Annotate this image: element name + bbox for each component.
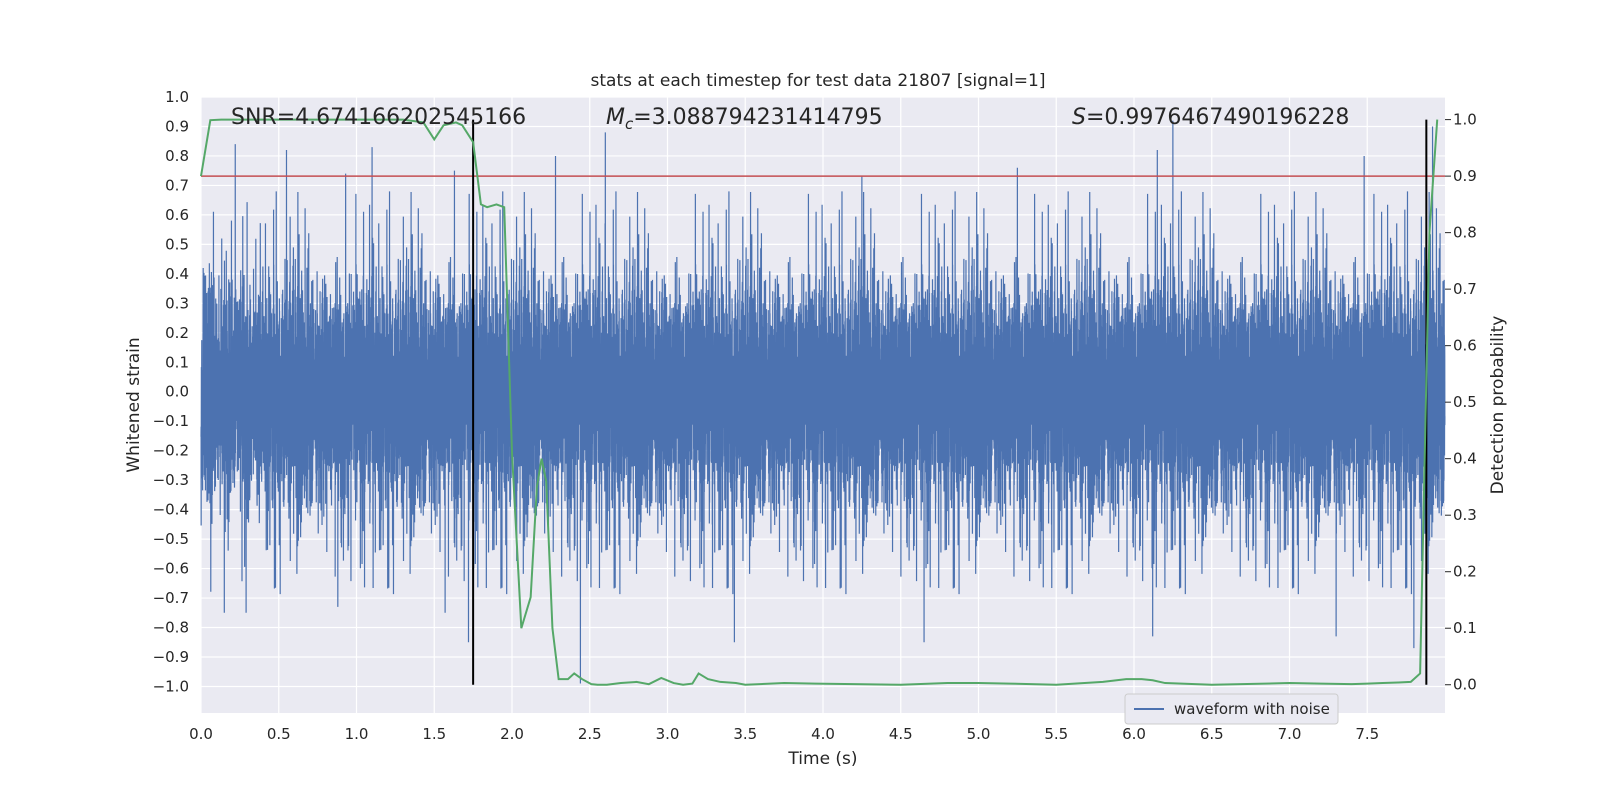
- y-right-tick-label: 0.6: [1453, 337, 1477, 355]
- x-tick-label: 4.0: [811, 725, 835, 743]
- y-right-tick-label: 1.0: [1453, 111, 1477, 129]
- y-left-tick-label: 0.2: [165, 324, 189, 342]
- y-right-tick-label: 0.2: [1453, 563, 1477, 581]
- chart-title: stats at each timestep for test data 218…: [591, 71, 1046, 91]
- y-right-axis-label: Detection probability: [1488, 316, 1508, 495]
- x-tick-label: 6.0: [1122, 725, 1146, 743]
- y-right-tick-labels: 1.0 0.9 0.8 0.7 0.6 0.5 0.4 0.3 0.2 0.1 0.0: [1445, 111, 1477, 694]
- y-right-tick-label: 0.8: [1453, 224, 1477, 242]
- y-left-tick-label: −0.5: [153, 530, 189, 548]
- y-left-tick-label: −0.3: [153, 471, 189, 489]
- chirp-mass-annotation: Mc=3.088794231414795: [606, 105, 883, 133]
- x-tick-label: 0.0: [189, 725, 213, 743]
- probability-line: [200, 118, 1439, 686]
- x-tick-label: 6.5: [1200, 725, 1224, 743]
- y-right-tick-label: 0.7: [1453, 280, 1477, 298]
- legend: waveform with noise: [1124, 693, 1339, 725]
- y-left-tick-label: −0.8: [153, 619, 189, 637]
- legend-box: [1124, 693, 1339, 725]
- y-left-tick-label: −0.9: [153, 648, 189, 666]
- chirp-mass-value: =3.088794231414795: [633, 105, 882, 130]
- s-annotation: S=0.9976467490196228: [1072, 105, 1349, 130]
- y-left-tick-label: 0.3: [165, 294, 189, 312]
- y-right-tick-label: 0.3: [1453, 506, 1477, 524]
- waveform-series: [200, 120, 1446, 684]
- x-tick-label: 2.0: [500, 725, 524, 743]
- y-left-axis-label: Whitened strain: [124, 337, 144, 472]
- chirp-mass-symbol: M: [606, 105, 625, 130]
- x-tick-labels: 0.0 0.5 1.0 1.5 2.0 2.5 3.0 3.5 4.0 4.5 5.0 5.5 6.0 6…: [189, 725, 1379, 743]
- y-left-tick-label: 0.5: [165, 235, 189, 253]
- y-left-tick-label: −0.7: [153, 589, 189, 607]
- x-axis-label: Time (s): [787, 749, 857, 769]
- x-tick-label: 4.5: [889, 725, 913, 743]
- s-value: =0.9976467490196228: [1086, 105, 1349, 130]
- y-left-tick-labels: 1.0 0.9 0.8 0.7 0.6 0.5 0.4 0.3 0.2 0.1 0.0 −0.1 −0.…: [153, 88, 189, 695]
- y-right-tick-label: 0.4: [1453, 450, 1477, 468]
- y-left-tick-label: 0.7: [165, 176, 189, 194]
- x-tick-label: 2.5: [578, 725, 602, 743]
- x-tick-label: 7.5: [1355, 725, 1379, 743]
- y-left-tick-label: 0.1: [165, 353, 189, 371]
- x-tick-label: 7.0: [1278, 725, 1302, 743]
- x-tick-label: 1.5: [422, 725, 446, 743]
- probability-series: [200, 118, 1439, 686]
- y-right-tick-label: 0.9: [1453, 167, 1477, 185]
- snr-annotation: SNR=4.674166202545166: [231, 105, 526, 130]
- chirp-mass-subscript: c: [625, 115, 634, 133]
- y-left-tick-label: −0.2: [153, 442, 189, 460]
- x-tick-label: 1.0: [345, 725, 369, 743]
- y-right-tick-label: 0.1: [1453, 619, 1477, 637]
- y-left-tick-label: −0.6: [153, 560, 189, 578]
- x-tick-label: 5.5: [1044, 725, 1068, 743]
- y-right-tick-label: 0.0: [1453, 676, 1477, 694]
- x-tick-label: 3.0: [656, 725, 680, 743]
- x-tick-label: 5.0: [967, 725, 991, 743]
- waveform-line: [200, 120, 1446, 684]
- x-tick-label: 3.5: [733, 725, 757, 743]
- legend-label-waveform: waveform with noise: [1174, 700, 1330, 718]
- s-symbol: S: [1072, 105, 1086, 130]
- y-left-tick-label: 1.0: [165, 88, 189, 106]
- y-left-tick-label: −0.1: [153, 412, 189, 430]
- y-left-tick-label: 0.8: [165, 147, 189, 165]
- y-right-tick-label: 0.5: [1453, 393, 1477, 411]
- y-left-tick-label: −1.0: [153, 677, 189, 695]
- y-left-tick-label: 0.4: [165, 265, 189, 283]
- y-left-tick-label: −0.4: [153, 501, 189, 519]
- y-left-tick-label: 0.6: [165, 206, 189, 224]
- y-left-tick-label: 0.0: [165, 383, 189, 401]
- y-left-tick-label: 0.9: [165, 117, 189, 135]
- x-tick-label: 0.5: [267, 725, 291, 743]
